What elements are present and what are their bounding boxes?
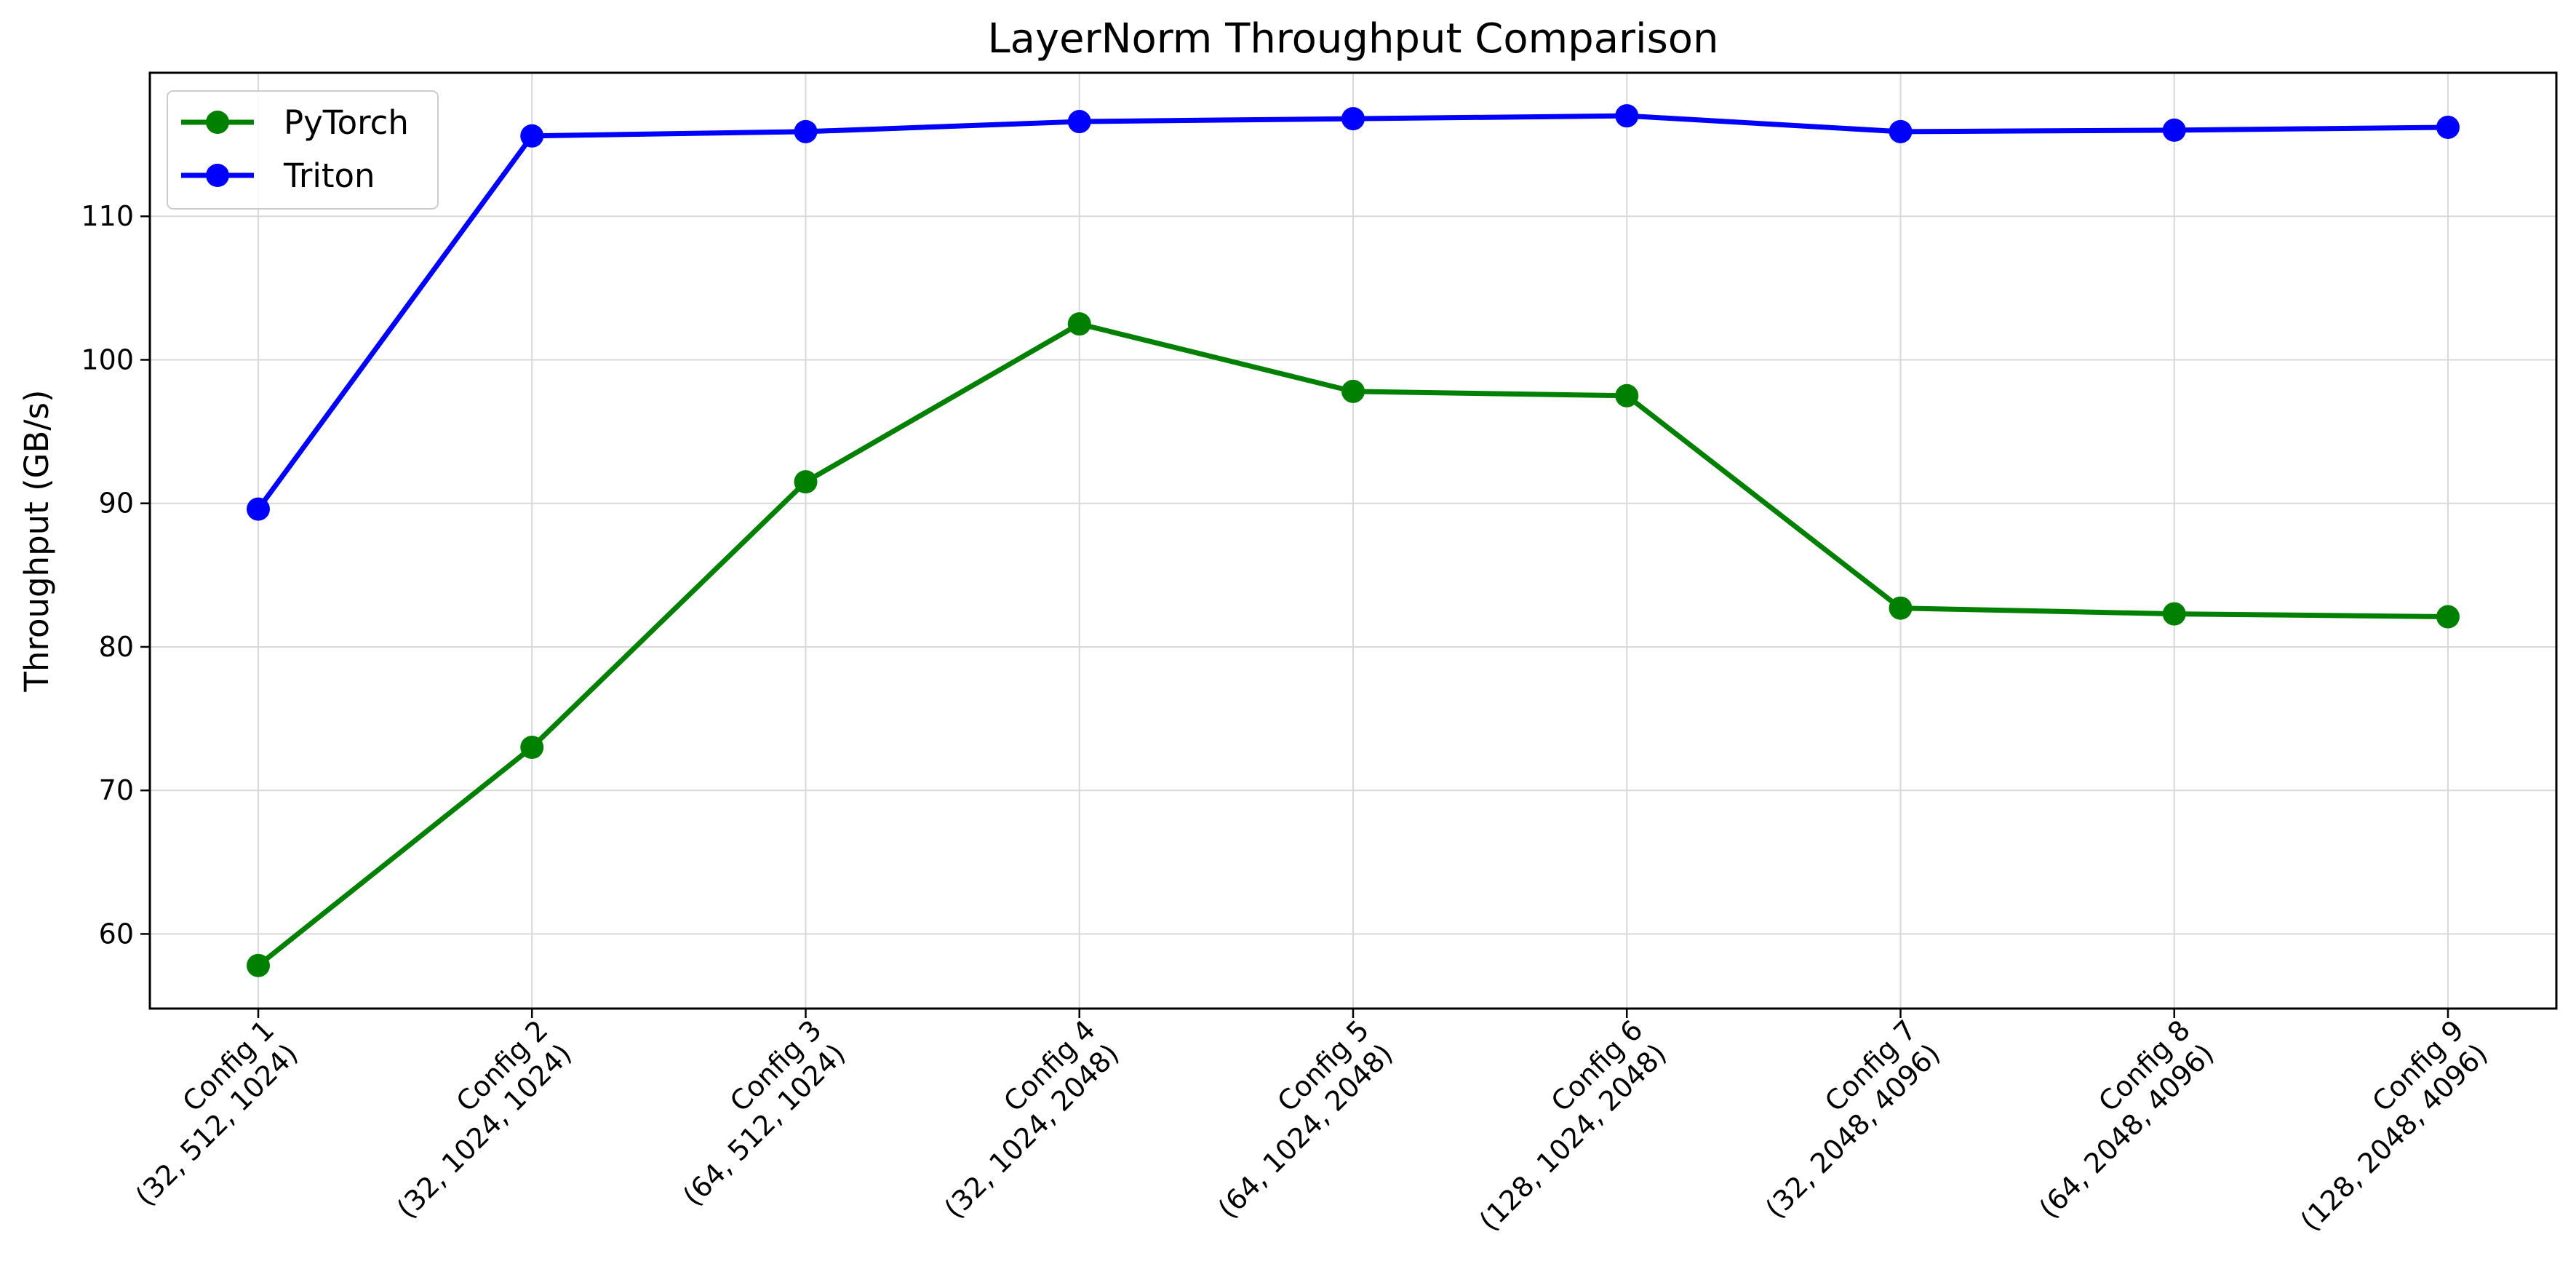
y-tick-label: 80 xyxy=(99,631,134,663)
pytorch-data-point xyxy=(1615,383,1639,408)
triton-data-point xyxy=(1615,104,1639,128)
pytorch-data-point xyxy=(1067,312,1091,336)
pytorch-data-point xyxy=(2162,602,2186,626)
y-axis-ticks: 60 70 80 90 100 110 xyxy=(81,200,150,950)
y-tick-label: 100 xyxy=(81,343,134,375)
grid-lines xyxy=(150,73,2556,1009)
triton-data-point xyxy=(2162,118,2186,142)
triton-data-point xyxy=(247,497,270,521)
pytorch-data-point xyxy=(247,953,270,977)
y-tick-label: 60 xyxy=(99,918,134,950)
pytorch-data-point xyxy=(794,470,818,494)
y-tick-label: 90 xyxy=(99,488,134,520)
pytorch-legend-label: PyTorch xyxy=(284,103,409,142)
triton-data-point xyxy=(1341,107,1365,131)
pytorch-data-point xyxy=(520,736,544,760)
triton-data-point xyxy=(1889,119,1913,143)
legend: PyTorch Triton xyxy=(167,90,439,210)
pytorch-legend-marker xyxy=(206,111,229,134)
triton-legend-marker xyxy=(206,164,229,187)
pytorch-data-point xyxy=(1889,596,1913,620)
pytorch-data-point xyxy=(1341,379,1365,403)
triton-legend-label: Triton xyxy=(283,156,375,195)
y-tick-label: 70 xyxy=(99,774,134,806)
series-layer xyxy=(247,104,2460,977)
y-tick-label: 110 xyxy=(81,200,134,232)
y-axis-label: Throughput (GB/s) xyxy=(17,389,56,692)
chart-title: LayerNorm Throughput Comparison xyxy=(987,15,1718,63)
triton-data-point xyxy=(1067,110,1091,134)
pytorch-data-point xyxy=(2436,605,2460,629)
triton-data-point xyxy=(2436,115,2460,139)
triton-data-point xyxy=(794,119,818,143)
triton-data-point xyxy=(520,124,544,148)
